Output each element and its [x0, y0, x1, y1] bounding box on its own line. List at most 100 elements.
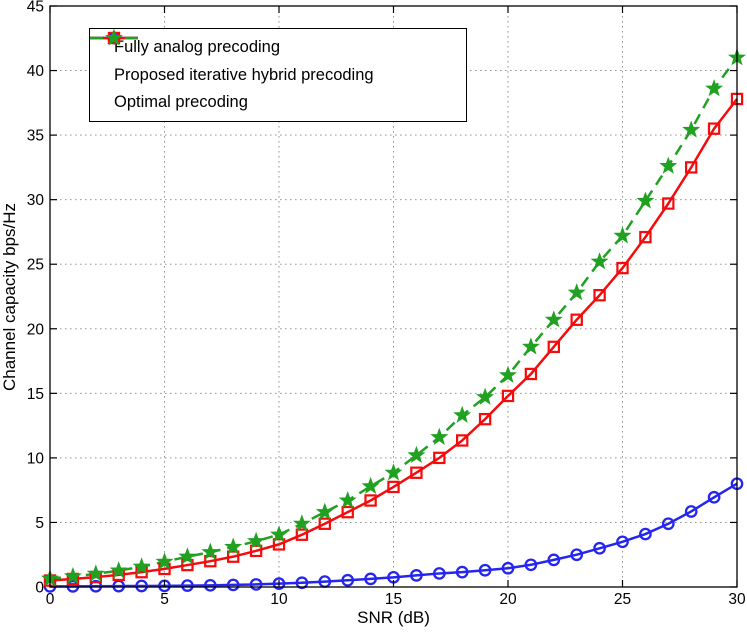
legend-label: Optimal precoding [114, 93, 248, 112]
legend: Fully analog precoding Proposed iterativ… [89, 28, 467, 122]
star-marker-icon [155, 552, 174, 570]
star-marker-icon [269, 525, 289, 543]
star-marker-icon [384, 463, 403, 481]
legend-item-optimal-precoding: Optimal precoding [90, 29, 466, 112]
star-marker-icon [224, 537, 243, 555]
y-axis-label: Channel capacity bps/Hz [0, 202, 19, 391]
circle-marker-icon [661, 517, 675, 531]
star-marker-icon [430, 427, 449, 445]
circle-marker-icon [478, 563, 492, 577]
circle-marker-icon [593, 541, 606, 555]
circle-marker-icon [272, 577, 286, 590]
square-marker-icon [547, 340, 561, 354]
series-line-1 [49, 98, 738, 582]
square-marker-icon [410, 466, 423, 479]
square-marker-icon [684, 161, 698, 174]
star-marker-icon [361, 476, 380, 494]
legend-label: Proposed iterative hybrid precoding [114, 65, 374, 84]
star-marker-icon [567, 283, 586, 301]
circle-marker-icon [639, 527, 652, 541]
square-marker-icon [364, 494, 377, 507]
square-marker-icon [249, 544, 263, 558]
star-marker-icon [178, 547, 197, 565]
star-marker-icon [109, 561, 128, 579]
circle-marker-icon [89, 579, 103, 593]
circle-marker-icon [707, 490, 721, 504]
y-tick-label: 15 [27, 386, 44, 403]
x-tick-label: 25 [614, 591, 631, 608]
star-marker-icon [132, 557, 151, 575]
circle-marker-icon [524, 558, 538, 572]
square-marker-icon [593, 289, 606, 302]
square-marker-icon [524, 367, 538, 381]
star-marker-icon [315, 502, 334, 520]
square-marker-icon [433, 451, 446, 465]
axis-ticks [49, 5, 738, 588]
square-marker-icon [295, 528, 309, 541]
grid [50, 6, 737, 587]
square-marker-icon [616, 261, 629, 275]
circle-marker-icon [295, 576, 309, 590]
x-tick-label: 20 [499, 591, 517, 608]
circle-marker-icon [455, 565, 469, 579]
star-marker-icon [636, 191, 655, 209]
star-marker-icon [476, 387, 495, 405]
square-marker-icon [204, 554, 217, 568]
star-marker-icon [63, 566, 82, 585]
star-marker-icon [453, 405, 472, 423]
star-marker-icon [292, 514, 311, 532]
circle-marker-icon [616, 535, 629, 549]
star-marker-icon [659, 156, 678, 174]
star-marker-icon [498, 365, 518, 383]
square-marker-icon [341, 505, 354, 519]
circle-marker-icon [410, 569, 423, 582]
y-tick-label: 45 [27, 0, 44, 16]
star-marker-icon [521, 337, 540, 355]
y-tick-label: 0 [35, 580, 44, 597]
star-marker-icon [86, 564, 105, 582]
star-marker-icon [338, 491, 357, 509]
legend-item-proposed-iterative-hybrid-precoding: Proposed iterative hybrid precoding [90, 31, 466, 85]
square-marker-icon [387, 480, 400, 494]
circle-marker-icon [547, 553, 561, 567]
y-tick-label: 25 [27, 257, 44, 274]
series-markers-1 [43, 92, 744, 587]
x-tick-label: 10 [270, 591, 288, 608]
star-marker-icon [682, 120, 701, 138]
square-marker-icon [227, 550, 240, 563]
square-marker-icon [501, 389, 515, 403]
circle-marker-icon [135, 579, 148, 593]
circle-marker-icon [501, 561, 515, 575]
square-marker-icon [318, 517, 332, 530]
square-marker-icon [662, 197, 675, 210]
square-marker-icon [478, 412, 492, 426]
circle-marker-icon [570, 548, 584, 562]
circle-marker-icon [203, 578, 217, 592]
circle-marker-icon [249, 578, 263, 591]
star-marker-icon [104, 29, 124, 46]
square-marker-icon [456, 434, 469, 447]
x-tick-label: 30 [728, 591, 746, 608]
x-tick-label: 5 [160, 591, 169, 608]
circle-marker-icon [684, 505, 698, 518]
star-marker-icon [407, 445, 426, 463]
star-marker-icon [247, 531, 266, 549]
y-tick-label: 30 [27, 192, 45, 209]
star-marker-icon [201, 542, 220, 560]
tick-labels: 0 5 10 15 20 25 30 0 5 10 15 20 25 30 35 40 45 [27, 0, 746, 608]
square-marker-icon [639, 230, 652, 244]
circle-marker-icon [364, 572, 377, 586]
series-markers-2 [40, 48, 747, 587]
y-tick-label: 35 [27, 128, 44, 145]
star-marker-icon [613, 226, 632, 244]
square-marker-icon [570, 313, 583, 326]
y-tick-label: 40 [27, 63, 45, 80]
x-axis-label: SNR (dB) [357, 608, 430, 627]
square-marker-icon [707, 122, 721, 135]
circle-marker-icon [226, 578, 240, 592]
star-marker-icon [590, 252, 609, 270]
legend-label: Fully analog precoding [114, 37, 281, 56]
x-tick-label: 0 [46, 591, 55, 608]
square-marker-icon [272, 538, 286, 551]
